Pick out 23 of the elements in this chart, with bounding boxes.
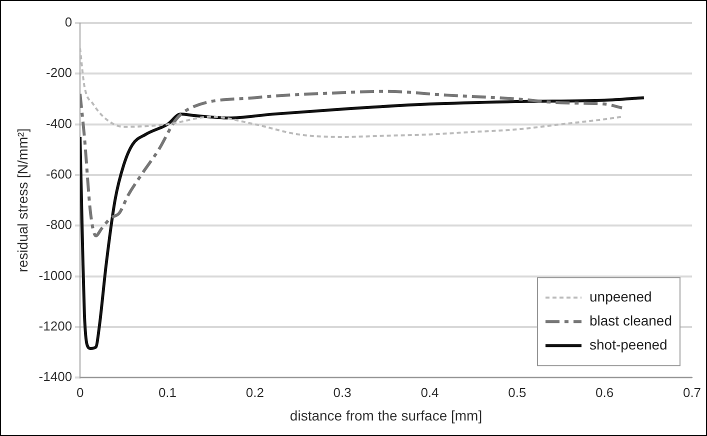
x-tick-label: 0.2 — [246, 384, 264, 400]
y-tick-label: -600 — [46, 166, 72, 182]
line-series — [80, 47, 624, 138]
y-tick-label: -800 — [46, 217, 72, 232]
x-tick-label: 0.3 — [333, 384, 352, 400]
x-tick-label: 0.1 — [158, 384, 177, 400]
legend-label: blast cleaned — [589, 312, 672, 328]
legend-label: shot-peened — [589, 336, 668, 352]
x-tick-label: 0.6 — [596, 384, 614, 400]
x-axis-title: distance from the surface [mm] — [290, 407, 482, 424]
x-tick-label: 0 — [76, 384, 84, 400]
y-tick-label: -200 — [46, 65, 72, 80]
y-tick-label: 0 — [64, 14, 72, 30]
line-series — [80, 90, 624, 238]
y-tick-label: -1000 — [38, 268, 72, 283]
y-tick-label: -1200 — [38, 318, 72, 334]
x-tick-label: 0.7 — [682, 384, 702, 400]
y-axis-title: residual stress [N/mm²] — [14, 128, 30, 272]
y-tick-label: -1400 — [38, 369, 72, 384]
x-tick-label: 0.4 — [420, 384, 439, 400]
x-tick-label: 0.5 — [508, 384, 526, 400]
y-tick-label: -400 — [46, 116, 72, 131]
legend-label: unpeened — [589, 288, 652, 304]
